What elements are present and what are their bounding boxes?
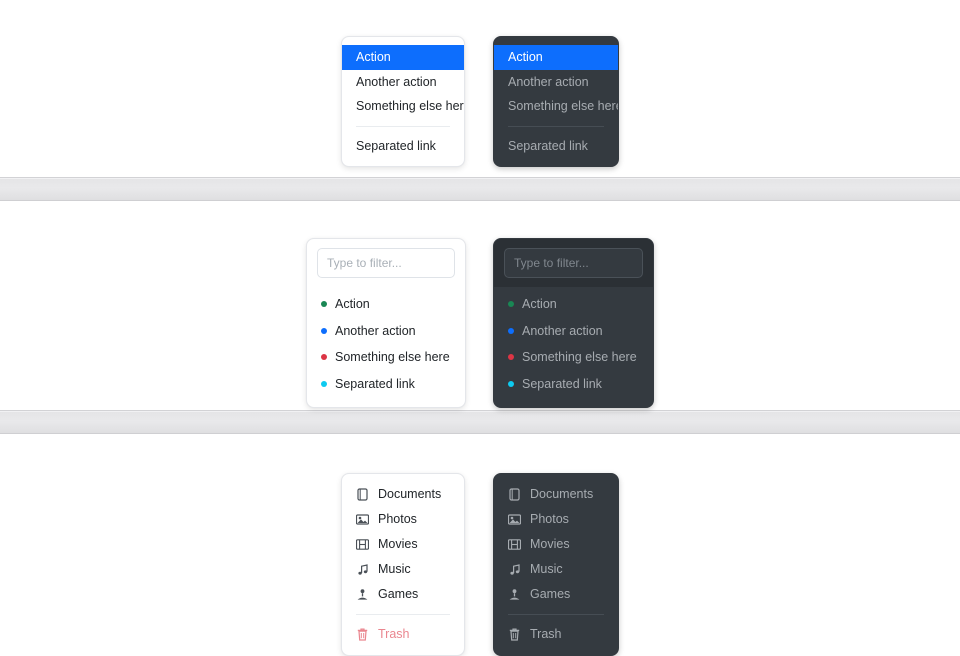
filter-item-action[interactable]: Action xyxy=(307,291,465,318)
files-item-photos[interactable]: Photos xyxy=(342,507,464,532)
filter-header xyxy=(494,239,653,287)
files-item-label: Music xyxy=(378,562,411,577)
menu-item-something-else[interactable]: Something else here xyxy=(508,99,619,113)
music-note-icon xyxy=(508,563,521,576)
joystick-icon xyxy=(508,588,521,601)
filter-item-another-action[interactable]: Another action xyxy=(494,318,653,345)
files-item-label: Games xyxy=(378,587,419,602)
filter-input[interactable] xyxy=(317,248,455,278)
files-item-games[interactable]: Games xyxy=(342,582,464,607)
joystick-icon xyxy=(356,588,369,601)
status-dot-blue xyxy=(508,327,514,334)
files-item-photos[interactable]: Photos xyxy=(494,507,618,532)
film-icon xyxy=(508,538,521,551)
filter-item-something-else[interactable]: Something else here xyxy=(307,344,465,371)
files-dropdown-dark: Documents Photos Movies Music Games Tras… xyxy=(493,473,619,656)
filter-item-separated-link[interactable]: Separated link xyxy=(307,371,465,398)
image-icon xyxy=(356,513,369,526)
trash-icon xyxy=(356,628,369,641)
files-item-label: Documents xyxy=(378,487,442,502)
filter-item-separated-link[interactable]: Separated link xyxy=(494,371,653,398)
filter-item-another-action[interactable]: Another action xyxy=(307,318,465,345)
dropdown-menu-dark: Action Another action Something else her… xyxy=(493,36,619,167)
files-item-music[interactable]: Music xyxy=(342,557,464,582)
files-item-label: Trash xyxy=(378,627,410,642)
files-item-music[interactable]: Music xyxy=(494,557,618,582)
filter-item-label: Another action xyxy=(335,323,416,338)
status-dot-green xyxy=(321,301,327,308)
files-item-trash[interactable]: Trash xyxy=(494,622,618,647)
files-item-movies[interactable]: Movies xyxy=(494,532,618,557)
files-item-documents[interactable]: Documents xyxy=(342,482,464,507)
filter-item-something-else[interactable]: Something else here xyxy=(494,344,653,371)
filter-item-label: Action xyxy=(522,297,557,311)
filter-header xyxy=(307,239,465,287)
files-item-label: Movies xyxy=(378,537,418,552)
status-dot-red xyxy=(321,354,327,361)
filter-item-list: Action Another action Something else her… xyxy=(494,287,653,407)
status-dot-red xyxy=(508,354,514,361)
filter-dropdown-dark: Action Another action Something else her… xyxy=(493,238,654,408)
filter-item-label: Something else here xyxy=(335,350,450,364)
filter-item-label: Action xyxy=(335,297,370,311)
files-item-documents[interactable]: Documents xyxy=(494,482,618,507)
files-item-games[interactable]: Games xyxy=(494,582,618,607)
status-dot-cyan xyxy=(508,380,514,387)
filter-item-label: Another action xyxy=(522,323,603,338)
section-separator-1 xyxy=(0,177,960,201)
files-item-label: Movies xyxy=(530,537,570,552)
trash-icon xyxy=(508,628,521,641)
menu-item-action[interactable]: Action xyxy=(494,45,618,70)
menu-item-something-else[interactable]: Something else here xyxy=(356,99,465,113)
document-icon xyxy=(356,488,369,501)
files-dropdown-light: Documents Photos Movies Music Games Tras… xyxy=(341,473,465,656)
status-dot-green xyxy=(508,301,514,308)
document-icon xyxy=(508,488,521,501)
status-dot-blue xyxy=(321,327,327,334)
filter-item-action[interactable]: Action xyxy=(494,291,653,318)
status-dot-cyan xyxy=(321,380,327,387)
menu-item-another-action[interactable]: Another action xyxy=(356,74,437,89)
filter-item-list: Action Another action Something else her… xyxy=(307,287,465,407)
files-item-label: Documents xyxy=(530,487,594,502)
film-icon xyxy=(356,538,369,551)
menu-divider xyxy=(356,125,450,127)
files-item-label: Games xyxy=(530,587,571,602)
menu-item-separated-link[interactable]: Separated link xyxy=(508,138,588,153)
files-item-movies[interactable]: Movies xyxy=(342,532,464,557)
menu-item-another-action[interactable]: Another action xyxy=(508,74,589,89)
music-note-icon xyxy=(356,563,369,576)
files-item-label: Photos xyxy=(530,512,569,527)
menu-item-separated-link[interactable]: Separated link xyxy=(356,138,436,153)
filter-dropdown-light: Action Another action Something else her… xyxy=(306,238,466,408)
filter-item-label: Something else here xyxy=(522,350,637,364)
filter-item-label: Separated link xyxy=(522,376,602,391)
section-separator-2 xyxy=(0,410,960,434)
filter-item-label: Separated link xyxy=(335,376,415,391)
files-item-label: Photos xyxy=(378,512,417,527)
menu-divider xyxy=(508,125,604,127)
files-item-label: Trash xyxy=(530,627,562,642)
image-icon xyxy=(508,513,521,526)
filter-input[interactable] xyxy=(504,248,643,278)
menu-item-action[interactable]: Action xyxy=(342,45,464,70)
menu-divider xyxy=(356,614,450,615)
dropdown-menu-light: Action Another action Something else her… xyxy=(341,36,465,167)
menu-divider xyxy=(508,614,604,615)
files-item-trash[interactable]: Trash xyxy=(342,622,464,647)
files-item-label: Music xyxy=(530,562,563,577)
